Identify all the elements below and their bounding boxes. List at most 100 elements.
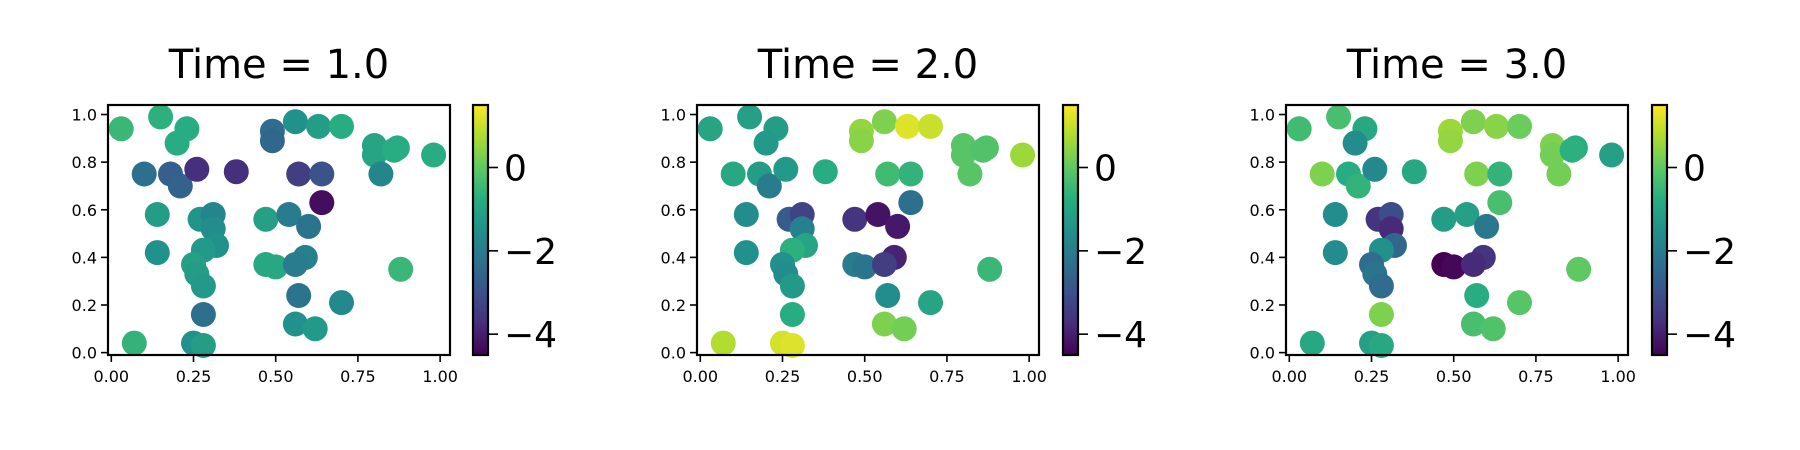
x-tick-label: 0.25 (1354, 367, 1390, 386)
y-tick-label: 0.2 (661, 296, 686, 315)
panel-title: Time = 2.0 (757, 42, 978, 88)
scatter-point (898, 190, 924, 216)
scatter-point (1539, 142, 1565, 168)
scatter-point (167, 173, 193, 199)
scatter-point (1368, 302, 1394, 327)
x-tick-label: 1.00 (1600, 367, 1636, 386)
colorbar-tick-label: −2 (1683, 232, 1736, 273)
scatter-point (309, 161, 335, 187)
x-tick-label: 0.50 (1436, 367, 1472, 386)
scatter-point (697, 116, 723, 142)
scatter-point (918, 290, 943, 316)
scatter-point (368, 161, 394, 187)
scatter-point (1010, 142, 1036, 168)
scatter-point (875, 161, 901, 187)
scatter-point (1507, 113, 1532, 139)
scatter-point (302, 316, 328, 342)
scatter-point (871, 252, 897, 277)
scatter-point (282, 252, 308, 277)
plot-frame (695, 103, 1041, 357)
y-tick-label: 1.0 (661, 106, 686, 125)
scatter-point (329, 113, 354, 139)
scatter-panel-3: Time = 3.00.00 0.25 0.50 0.75 1.000.00.20.40… (1250, 42, 1737, 386)
colorbar-tick-label: −4 (1094, 315, 1147, 356)
x-tick-label: 0.00 (682, 367, 718, 386)
scatter-point (329, 290, 354, 316)
y-tick-label: 0.8 (1250, 153, 1275, 172)
scatter-point (779, 333, 805, 358)
colorbar-frame (1061, 103, 1080, 357)
colorbar: 0 −2 −4 (1061, 103, 1147, 357)
x-tick-label: 1.00 (1011, 367, 1047, 386)
scatter-point (1487, 190, 1513, 216)
y-tick-label: 0.4 (1250, 248, 1275, 267)
y-tick-label: 0.4 (661, 248, 686, 267)
x-tick-label: 0.75 (1518, 367, 1554, 386)
x-tick-label: 0.00 (1271, 367, 1307, 386)
scatter-point (1437, 128, 1463, 154)
scatter-point (848, 128, 874, 154)
scatter-point (388, 256, 414, 282)
scatter-point (306, 113, 331, 139)
x-tick-label: 0.25 (176, 367, 212, 386)
scatter-point (1460, 109, 1486, 135)
y-tick-label: 0.6 (72, 201, 97, 220)
scatter-point (1368, 333, 1394, 358)
colorbar-frame (1650, 103, 1669, 357)
scatter-point (309, 190, 335, 216)
scatter-point (779, 302, 805, 327)
scatter-point (148, 104, 174, 130)
colorbar-gradient (1063, 105, 1078, 355)
colorbar: 0 −2 −4 (471, 103, 557, 356)
scatter-point (1480, 316, 1506, 342)
scatter-point (1362, 156, 1388, 182)
y-tick-label: 0.2 (72, 296, 97, 315)
scatter-point (421, 142, 447, 168)
scatter-point (891, 316, 917, 342)
scatter-point (1441, 254, 1467, 280)
scatter-point (282, 109, 308, 135)
scatter-panel-1: Time = 1.00.00 0.25 0.50 0.75 1.000.00.20.40… (72, 42, 558, 386)
y-tick-label: 0.4 (72, 248, 97, 267)
x-tick-label: 0.50 (847, 367, 883, 386)
scatter-point (898, 161, 924, 187)
y-tick-label: 1.0 (1250, 106, 1275, 125)
x-tick-label: 0.25 (765, 367, 801, 386)
scatter-point (720, 161, 746, 187)
scatter-point (164, 130, 190, 156)
colorbar-tick-label: −2 (1094, 232, 1147, 273)
scatter-point (276, 202, 302, 227)
scatter-point (1299, 330, 1325, 356)
scatter-point (381, 137, 407, 163)
scatter-point (1431, 206, 1457, 232)
plot-frame (106, 103, 452, 357)
scatter-point (733, 240, 759, 266)
scatter-point (253, 206, 279, 232)
y-tick-label: 0.6 (661, 201, 686, 220)
colorbar-gradient (473, 105, 488, 355)
scatter-point (1559, 137, 1585, 163)
scatter-point (131, 161, 157, 187)
scatter-point (282, 311, 308, 337)
scatter-point (1309, 161, 1335, 187)
scatter-point (1507, 290, 1532, 316)
scatter-point (263, 254, 289, 280)
x-tick-label: 0.75 (929, 367, 965, 386)
x-tick-label: 1.00 (422, 367, 458, 386)
scatter-point (1474, 213, 1500, 239)
scatter-point (1460, 252, 1486, 277)
scatter-point (875, 283, 901, 308)
scatter-point (977, 256, 1003, 282)
scatter-point (184, 156, 210, 182)
colorbar-gradient (1652, 105, 1667, 355)
colorbar-tick-label: 0 (1683, 149, 1706, 190)
scatter-point (1460, 311, 1486, 337)
scatter-point (885, 213, 911, 239)
scatter-point (190, 273, 216, 299)
scatter-point (1326, 104, 1352, 130)
y-tick-label: 0.0 (661, 344, 686, 363)
panel-title: Time = 1.0 (168, 42, 389, 88)
scatter-point (753, 130, 779, 156)
scatter-point (950, 142, 976, 168)
